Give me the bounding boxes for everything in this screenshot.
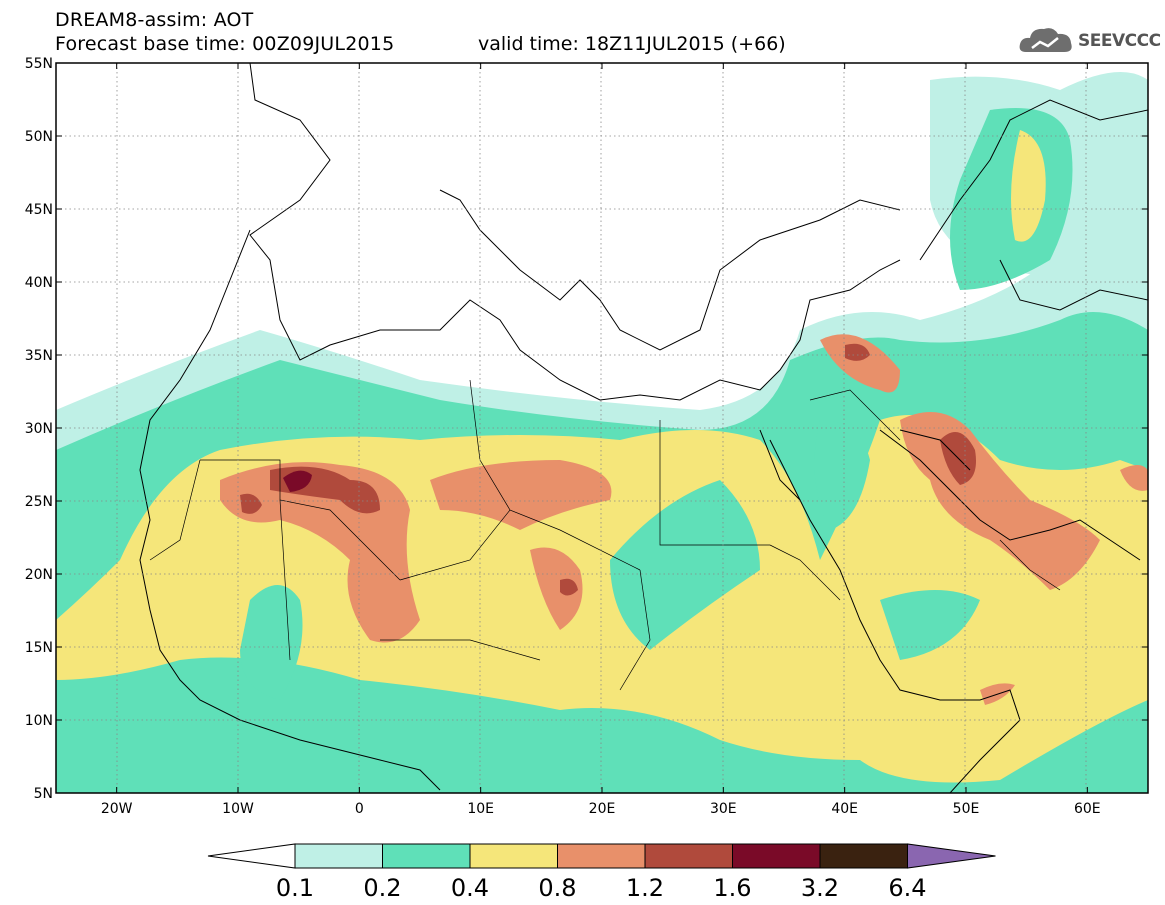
lat-label: 10N: [25, 713, 53, 729]
lat-label: 35N: [25, 348, 53, 364]
lat-label: 5N: [34, 786, 53, 802]
colorbar-label: 6.4: [888, 874, 926, 902]
colorbar-segment: [819, 843, 908, 869]
colorbar-label: 0.8: [538, 874, 576, 902]
lat-label: 45N: [25, 202, 53, 218]
lon-label: 50E: [953, 801, 980, 817]
colorbar-over-triangle: [907, 843, 996, 869]
lon-label: 20W: [101, 801, 133, 817]
base-time-label: Forecast base time: 00Z09JUL2015: [55, 33, 395, 55]
lon-label: 60E: [1074, 801, 1101, 817]
country-borders: [149, 379, 1061, 691]
lat-label: 30N: [25, 421, 53, 437]
colorbar-label: 0.2: [363, 874, 401, 902]
colorbar-segment: [732, 843, 821, 869]
longitude-labels: 20W 10W 0 10E 20E 30E 40E 50E 60E: [101, 801, 1101, 817]
lat-label: 40N: [25, 275, 53, 291]
colorbar: 0.1 0.2 0.4 0.8 1.2 1.6 3.2 6.4: [207, 843, 996, 902]
colorbar-segment: [382, 843, 471, 869]
colorbar-label: 1.6: [713, 874, 751, 902]
cloud-icon: [1019, 28, 1072, 52]
colorbar-under-triangle: [207, 843, 296, 869]
colorbar-segment: [557, 843, 646, 869]
colorbar-label: 0.4: [451, 874, 489, 902]
colorbar-segment: [469, 843, 558, 869]
colorbar-segment: [644, 843, 733, 869]
lon-label: 30E: [710, 801, 737, 817]
lat-label: 55N: [25, 56, 53, 72]
colorbar-segment: [294, 843, 383, 869]
lon-label: 20E: [589, 801, 616, 817]
aot-contours: [56, 72, 1148, 793]
latitude-labels: 55N 50N 45N 40N 35N 30N 25N 20N 15N 10N 5N: [25, 56, 53, 802]
lon-label: 0: [355, 801, 364, 817]
lat-label: 20N: [25, 567, 53, 583]
lat-label: 15N: [25, 640, 53, 656]
colorbar-label: 0.1: [276, 874, 314, 902]
lon-label: 10E: [467, 801, 494, 817]
colorbar-label: 1.2: [626, 874, 664, 902]
grid-lines: [56, 63, 1148, 793]
axis-ticks: [56, 62, 1148, 794]
logo-text: SEEVCCC: [1078, 31, 1161, 51]
seevccc-logo: SEEVCCC: [1018, 22, 1161, 58]
valid-time-label: valid time: 18Z11JUL2015 (+66): [478, 33, 786, 55]
lon-label: 10W: [222, 801, 254, 817]
chart-title: DREAM8-assim: AOT: [55, 9, 254, 31]
lon-label: 40E: [831, 801, 858, 817]
lat-label: 25N: [25, 494, 53, 510]
lat-label: 50N: [25, 129, 53, 145]
colorbar-label: 3.2: [801, 874, 839, 902]
coastlines: [139, 63, 1148, 793]
